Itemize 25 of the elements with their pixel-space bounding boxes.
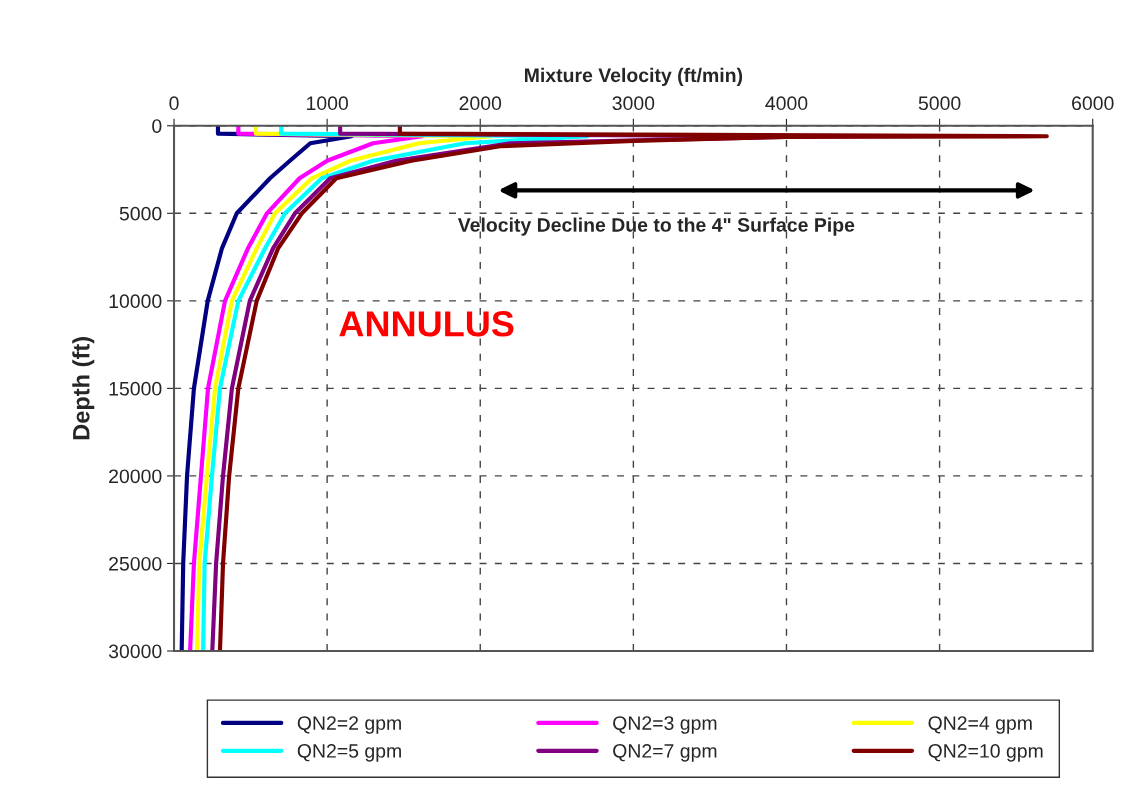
- y-tick-label: 5000: [119, 206, 162, 221]
- y-tick-label: 30000: [108, 644, 162, 659]
- legend-label: QN2=2 gpm: [297, 716, 401, 734]
- x-tick-label: 2000: [459, 96, 502, 111]
- x-tick-label: 1000: [306, 96, 348, 111]
- y-tick-label: 10000: [109, 294, 162, 309]
- x-tick-label: 6000: [1072, 96, 1114, 111]
- x-tick-label: 3000: [612, 96, 655, 111]
- x-axis-title: Mixture Velocity (ft/min): [525, 67, 743, 86]
- annotation: ANNULUS: [339, 311, 514, 337]
- legend-label: QN2=5 gpm: [297, 744, 401, 762]
- legend-label: QN2=10 gpm: [928, 744, 1043, 762]
- y-tick-label: 25000: [109, 556, 162, 571]
- x-tick-label: 5000: [918, 96, 961, 111]
- annotation: Velocity Decline Due to the 4" Surface Pipe: [457, 217, 855, 236]
- legend-label: QN2=4 gpm: [928, 716, 1032, 734]
- x-tick-label: 4000: [765, 96, 808, 111]
- y-tick-label: 15000: [109, 381, 162, 396]
- y-axis-title: Depth (ft): [72, 337, 95, 440]
- y-tick-label: 20000: [109, 469, 162, 484]
- y-tick-label: 0: [152, 119, 162, 134]
- x-tick-label: 0: [169, 96, 179, 111]
- line-series: [217, 125, 1049, 651]
- legend-label: QN2=3 gpm: [613, 716, 717, 734]
- legend-label: QN2=7 gpm: [613, 744, 717, 762]
